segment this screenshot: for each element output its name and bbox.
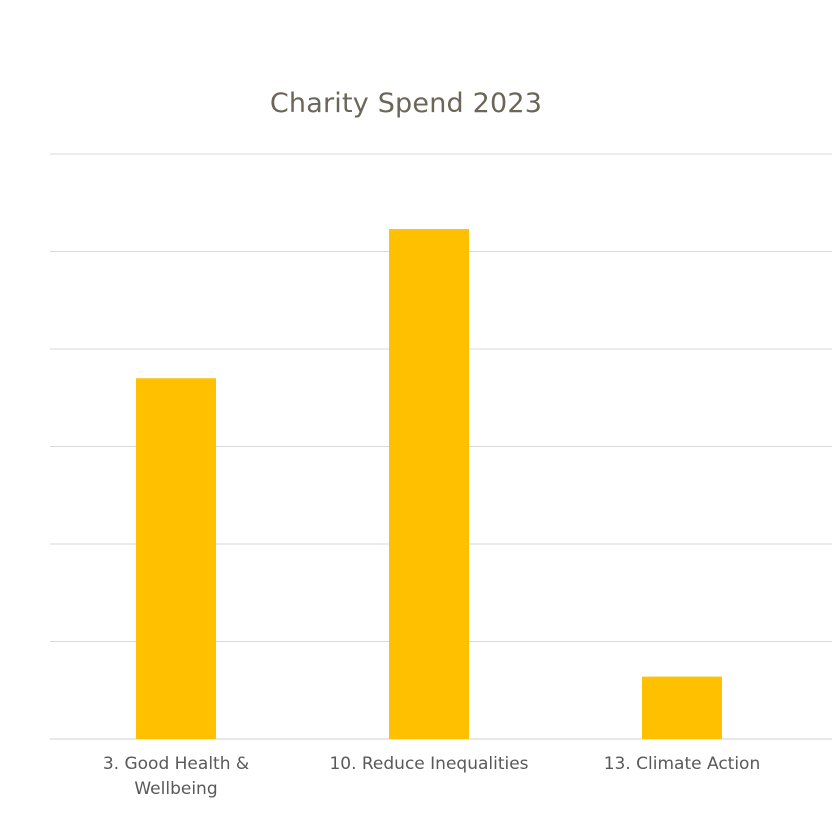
bar — [389, 229, 469, 739]
bar — [642, 676, 722, 739]
chart-title: Charity Spend 2023 — [269, 88, 543, 119]
bar — [136, 378, 216, 739]
x-tick-label: 13. Climate Action — [604, 754, 761, 774]
x-tick-label: 3. Good Health & Wellbeing — [103, 754, 249, 799]
x-tick-label: 10. Reduce Inequalities — [329, 754, 528, 774]
